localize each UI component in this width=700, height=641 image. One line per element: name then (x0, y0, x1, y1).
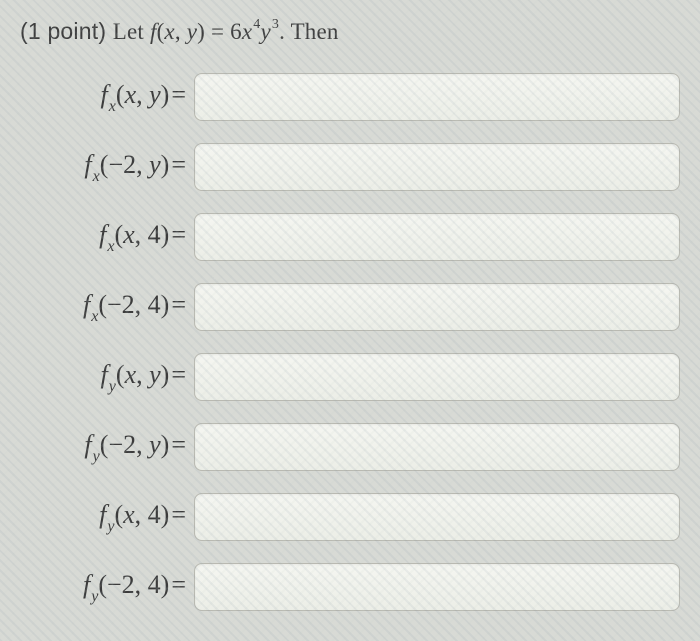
answer-row: fx(x, 4)= (22, 213, 680, 261)
points-label: (1 point) (20, 18, 113, 44)
input-cell (188, 213, 680, 261)
answer-input-2[interactable] (194, 213, 680, 261)
input-cell (188, 493, 680, 541)
answer-row: fx(x, y)= (22, 73, 680, 121)
row-label: fx(x, y)= (22, 80, 188, 114)
row-label: fy(−2, 4)= (22, 570, 188, 604)
answer-row: fy(x, y)= (22, 353, 680, 401)
row-label: fy(x, y)= (22, 360, 188, 394)
arg-comma: , (175, 19, 187, 44)
term2-var: y (260, 19, 270, 44)
equals-sign: = (205, 19, 230, 44)
let-word: Let (113, 19, 150, 44)
var-y: y (187, 19, 197, 44)
prompt-text: (1 point) Let f(x, y) = 6x4y3. Then (20, 18, 680, 45)
input-cell (188, 73, 680, 121)
answer-row: fy(−2, y)= (22, 423, 680, 471)
problem-container: (1 point) Let f(x, y) = 6x4y3. Then fx(x… (0, 0, 700, 631)
answer-row: fy(x, 4)= (22, 493, 680, 541)
answer-row: fx(−2, 4)= (22, 283, 680, 331)
input-cell (188, 563, 680, 611)
input-cell (188, 423, 680, 471)
row-label: fx(−2, 4)= (22, 290, 188, 324)
func-f: f (150, 19, 157, 44)
answer-input-3[interactable] (194, 283, 680, 331)
row-label: fy(x, 4)= (22, 500, 188, 534)
answer-input-7[interactable] (194, 563, 680, 611)
input-cell (188, 353, 680, 401)
coefficient: 6 (230, 19, 242, 44)
input-cell (188, 143, 680, 191)
answer-input-4[interactable] (194, 353, 680, 401)
answer-input-6[interactable] (194, 493, 680, 541)
answer-rows: fx(x, y)= fx(−2, y)= fx(x, 4)= fx(−2, 4)= fy… (22, 73, 680, 611)
term1-var: x (242, 19, 252, 44)
answer-input-1[interactable] (194, 143, 680, 191)
row-label: fy(−2, y)= (22, 430, 188, 464)
row-label: fx(x, 4)= (22, 220, 188, 254)
term2-exp: 3 (272, 17, 279, 32)
period: . (279, 19, 291, 44)
answer-row: fx(−2, y)= (22, 143, 680, 191)
input-cell (188, 283, 680, 331)
then-word: Then (291, 19, 339, 44)
var-x: x (164, 19, 174, 44)
answer-input-0[interactable] (194, 73, 680, 121)
answer-input-5[interactable] (194, 423, 680, 471)
close-paren: ) (197, 19, 205, 44)
row-label: fx(−2, y)= (22, 150, 188, 184)
term1-exp: 4 (253, 17, 260, 32)
answer-row: fy(−2, 4)= (22, 563, 680, 611)
